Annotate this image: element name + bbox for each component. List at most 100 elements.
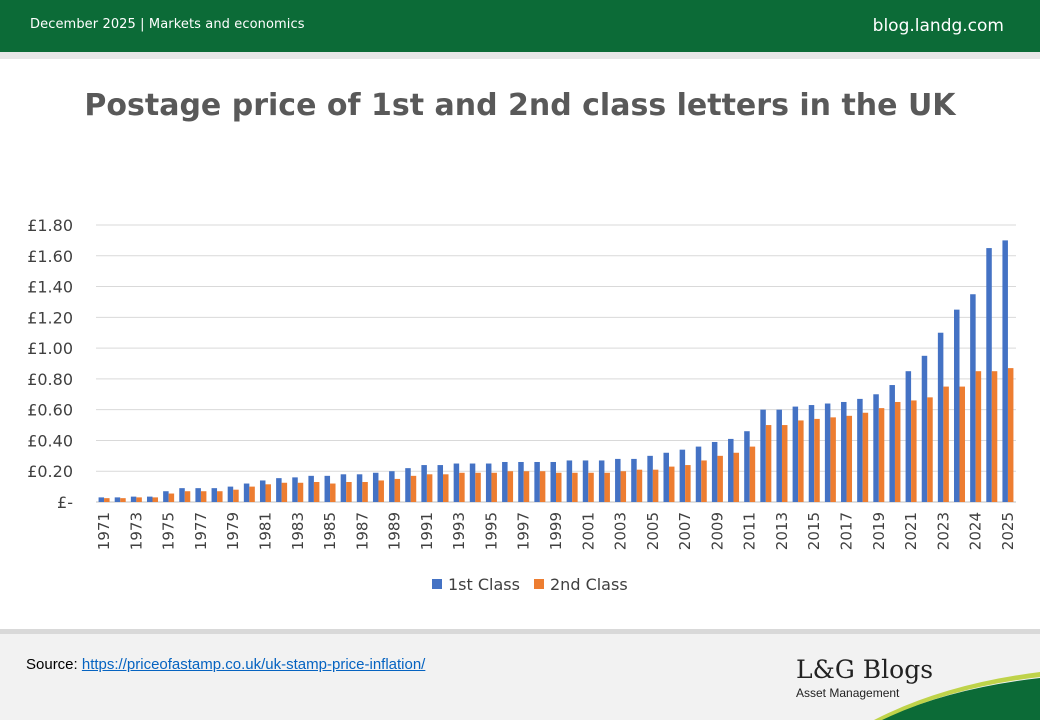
bar-2nd-class <box>104 498 110 502</box>
legend-label: 1st Class <box>448 575 520 594</box>
y-tick-label: £0.80 <box>27 370 73 389</box>
bar-2nd-class <box>765 425 772 502</box>
bar-2nd-class <box>346 481 352 502</box>
x-tick-label: 1999 <box>547 512 565 550</box>
bar-2nd-class <box>604 472 610 502</box>
bar-1st-class <box>518 461 524 502</box>
bar-2nd-class <box>588 472 594 502</box>
x-tick-label: 1987 <box>353 512 371 550</box>
x-tick-label: 1997 <box>515 512 533 550</box>
y-tick-label: £1.60 <box>27 247 73 266</box>
bar-2nd-class <box>136 497 142 502</box>
x-tick-label: 2003 <box>612 512 630 550</box>
y-tick-label: £1.80 <box>27 216 73 235</box>
legend-swatch <box>432 579 442 589</box>
bar-2nd-class <box>652 469 659 502</box>
bar-1st-class <box>954 309 960 502</box>
bar-1st-class <box>808 405 815 502</box>
bar-2nd-class <box>636 469 643 502</box>
bar-1st-class <box>276 478 282 502</box>
bar-2nd-class <box>394 478 401 502</box>
bar-2nd-class <box>281 482 288 502</box>
bar-2nd-class <box>830 417 836 502</box>
bar-1st-class <box>776 409 782 502</box>
bar-1st-class <box>453 463 460 502</box>
bar-1st-class <box>502 461 508 502</box>
bar-2nd-class <box>959 386 966 502</box>
bar-1st-class <box>857 398 863 502</box>
x-tick-label: 2017 <box>838 512 856 550</box>
bar-1st-class <box>566 460 573 502</box>
bar-2nd-class <box>297 482 304 502</box>
bar-2nd-class <box>991 371 998 502</box>
bar-1st-class <box>324 475 331 502</box>
site-link[interactable]: blog.landg.com <box>872 16 1004 36</box>
header-bar: December 2025 | Markets and economics bl… <box>0 0 1040 52</box>
bar-2nd-class <box>1007 368 1014 502</box>
y-tick-label: £1.40 <box>27 278 73 297</box>
header-date-category: December 2025 | Markets and economics <box>30 17 305 32</box>
bar-1st-class <box>1002 240 1008 502</box>
bar-1st-class <box>356 474 363 502</box>
bar-1st-class <box>889 385 895 502</box>
bar-1st-class <box>711 441 718 502</box>
bar-1st-class <box>760 409 766 502</box>
x-tick-label: 2013 <box>773 512 791 550</box>
bar-2nd-class <box>217 491 223 502</box>
bar-1st-class <box>485 463 492 502</box>
x-tick-label: 2021 <box>902 512 920 550</box>
bar-1st-class <box>744 431 750 502</box>
bar-1st-class <box>340 474 347 502</box>
x-tick-label: 2007 <box>676 512 694 550</box>
x-tick-label: 2015 <box>805 512 823 550</box>
source-link[interactable]: https://priceofastamp.co.uk/uk-stamp-pri… <box>81 656 426 673</box>
x-tick-label: 2024 <box>967 512 985 550</box>
footer-bar <box>0 629 1040 720</box>
x-tick-label: 2025 <box>999 512 1017 550</box>
logo-name: L&G Blogs <box>796 655 934 684</box>
bar-1st-class <box>259 480 266 502</box>
bar-2nd-class <box>620 471 627 502</box>
x-tick-label: 1977 <box>192 512 210 550</box>
header-divider <box>0 52 1040 59</box>
bar-1st-class <box>243 483 250 502</box>
bar-1st-class <box>598 460 605 502</box>
lg-logo: L&G Blogs Asset Management <box>796 655 934 701</box>
bar-2nd-class <box>443 474 449 502</box>
x-tick-label: 1975 <box>160 512 178 550</box>
bar-1st-class <box>534 461 540 502</box>
bar-2nd-class <box>911 400 917 502</box>
y-tick-label: £0.20 <box>27 462 73 481</box>
bar-1st-class <box>211 488 218 502</box>
bar-1st-class <box>582 460 589 502</box>
bar-1st-class <box>421 465 427 502</box>
y-tick-label: £1.00 <box>27 339 73 358</box>
bar-2nd-class <box>426 474 433 502</box>
bar-1st-class <box>647 455 653 502</box>
bar-1st-class <box>405 468 411 502</box>
x-tick-label: 1993 <box>450 512 468 550</box>
bar-2nd-class <box>475 472 481 502</box>
bar-1st-class <box>179 488 185 502</box>
bar-2nd-class <box>572 472 578 502</box>
bar-2nd-class <box>378 480 384 502</box>
x-tick-label: 2023 <box>934 512 952 550</box>
bar-1st-class <box>615 458 621 502</box>
bar-2nd-class <box>152 497 158 502</box>
bar-2nd-class <box>233 489 239 502</box>
bar-1st-class <box>695 446 702 502</box>
bar-1st-class <box>114 497 121 502</box>
bar-2nd-class <box>733 452 740 502</box>
bar-2nd-class <box>168 493 175 502</box>
bar-2nd-class <box>878 408 885 502</box>
bar-2nd-class <box>539 471 546 502</box>
bar-2nd-class <box>749 446 756 502</box>
bar-1st-class <box>631 458 637 502</box>
bar-1st-class <box>873 394 879 502</box>
bar-2nd-class <box>313 481 320 502</box>
bar-1st-class <box>195 488 201 502</box>
bar-2nd-class <box>717 455 723 502</box>
bar-2nd-class <box>894 401 901 502</box>
y-tick-label: £- <box>57 493 73 512</box>
x-tick-label: 1995 <box>482 512 500 550</box>
